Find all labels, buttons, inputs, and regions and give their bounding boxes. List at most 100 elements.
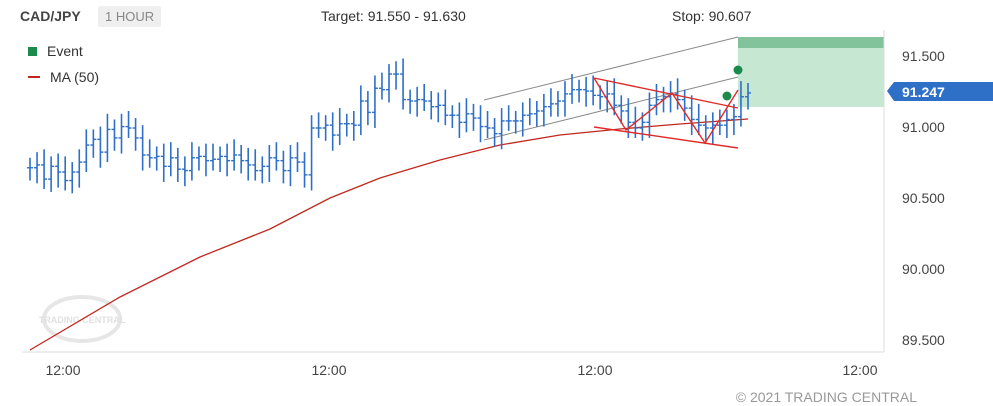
ohlc-bar [371, 75, 378, 128]
ohlc-bar [55, 153, 62, 188]
ohlc-bar [125, 110, 132, 138]
ohlc-bar [118, 113, 125, 154]
ohlc-bar [540, 93, 547, 127]
ohlc-bar [428, 91, 435, 120]
ohlc-bar [34, 152, 41, 184]
ohlc-bar [674, 78, 681, 110]
ohlc-bar [301, 152, 308, 188]
legend-event-label: Event [47, 43, 83, 59]
ohlc-bars [27, 58, 751, 194]
ohlc-bar [745, 82, 751, 110]
legend-ma: MA (50) [28, 69, 99, 85]
ohlc-bar [336, 108, 343, 146]
ohlc-bar [357, 85, 364, 136]
ohlc-bar [716, 109, 723, 136]
ohlc-bar [266, 145, 273, 182]
ohlc-bar [343, 113, 350, 137]
x-tick: 12:00 [311, 362, 346, 378]
ohlc-bar [83, 129, 90, 173]
ohlc-bar [519, 102, 526, 137]
y-tick: 89.500 [902, 332, 945, 348]
ohlc-bar [188, 142, 195, 181]
ohlc-bar [456, 102, 463, 138]
ohlc-bar [477, 105, 484, 143]
target-zone [738, 37, 884, 107]
ohlc-bar [76, 149, 83, 188]
y-tick: 90.000 [902, 261, 945, 277]
ohlc-bar [498, 108, 505, 150]
pattern-upper-line [593, 77, 739, 109]
ohlc-bar [378, 72, 385, 100]
ohlc-bar [547, 88, 554, 117]
x-tick: 12:00 [842, 362, 877, 378]
ohlc-bar [421, 83, 428, 111]
ohlc-bar [512, 110, 519, 134]
y-tick: 90.500 [902, 190, 945, 206]
ohlc-bar [280, 150, 287, 184]
ohlc-bar [681, 89, 688, 121]
ma-swatch [28, 76, 40, 78]
ohlc-bar [104, 113, 111, 163]
ohlc-bar [294, 142, 301, 173]
event-marker[interactable] [733, 65, 743, 75]
ohlc-bar [231, 139, 238, 171]
ohlc-bar [69, 162, 76, 194]
ohlc-bar [329, 112, 336, 151]
stop-label: Stop: 90.607 [672, 8, 752, 24]
ohlc-bar [491, 118, 498, 147]
ohlc-bar [41, 149, 48, 190]
ohlc-bar [238, 145, 245, 174]
ohlc-bar [393, 61, 400, 90]
ohlc-bar [569, 74, 576, 104]
ohlc-bar [153, 146, 160, 171]
ohlc-bar [449, 105, 456, 128]
ohlc-bar [702, 115, 709, 141]
ohlc-bar [400, 58, 407, 110]
ohlc-bar [245, 147, 252, 181]
last-price-tag: 91.247 [887, 82, 993, 101]
ohlc-bar [259, 156, 266, 184]
ohlc-bar [618, 95, 625, 124]
trading-central-watermark: TRADING CENTRAL [39, 295, 126, 343]
ohlc-bar [160, 143, 167, 182]
event-swatch [28, 46, 37, 56]
ohlc-bar [322, 115, 329, 141]
x-tick: 12:00 [45, 362, 80, 378]
channel-upper-line [483, 36, 739, 101]
ohlc-bar [470, 103, 477, 131]
ohlc-bar [561, 81, 568, 117]
ohlc-bar [723, 109, 730, 138]
ohlc-bar [695, 103, 702, 136]
ohlc-bar [435, 92, 442, 123]
ohlc-bar [590, 75, 597, 106]
ohlc-bar [139, 125, 146, 171]
ohlc-bar [195, 146, 202, 171]
ohlc-bar [308, 115, 315, 191]
ohlc-bar [611, 78, 618, 116]
ohlc-bar [167, 142, 174, 177]
ohlc-bar [252, 149, 259, 181]
legend-ma-label: MA (50) [50, 69, 100, 85]
ohlc-bar [407, 89, 414, 114]
pattern-lines [593, 77, 739, 149]
x-axis-ticks: 12:00 12:00 12:00 12:00 [45, 362, 877, 378]
channel-lower-line [483, 76, 739, 141]
ohlc-bar [273, 142, 280, 171]
y-tick: 91.000 [902, 119, 945, 135]
ohlc-bar [315, 112, 322, 138]
ohlc-bar [132, 118, 139, 151]
event-marker[interactable] [722, 91, 732, 101]
timeframe-button[interactable]: 1 HOUR [98, 6, 162, 27]
pattern-lower-line [593, 126, 739, 149]
target-band [738, 37, 884, 48]
ohlc-bar [646, 92, 653, 138]
ma-50-line [29, 118, 749, 351]
copyright-label: © 2021 TRADING CENTRAL [735, 389, 917, 405]
ohlc-bar [484, 110, 491, 138]
ohlc-bar [688, 95, 695, 136]
ohlc-bar [210, 143, 217, 171]
ohlc-bar [62, 156, 69, 191]
ohlc-bar [442, 89, 449, 126]
ohlc-bar [667, 81, 674, 113]
